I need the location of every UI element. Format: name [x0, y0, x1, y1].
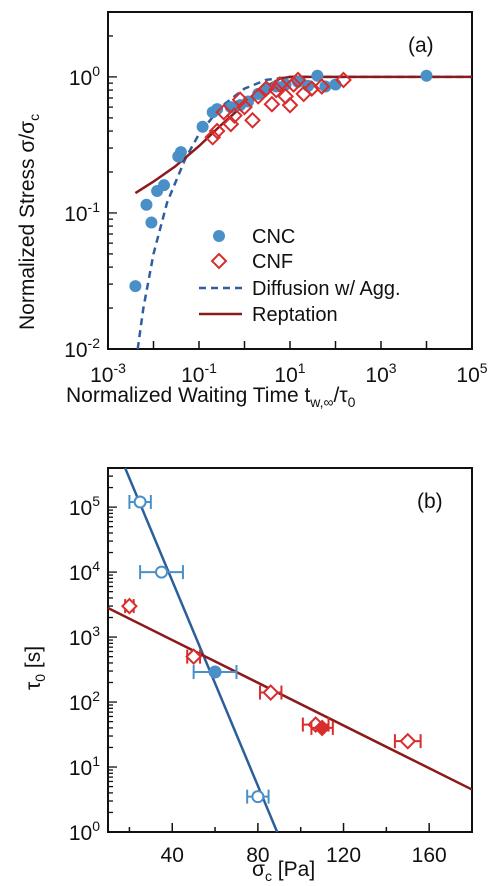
panel-label-a: (a): [408, 34, 434, 57]
cnf-point: [289, 71, 307, 89]
cnf-point: [120, 597, 138, 615]
b-ticks: 40 80 120 160 100 101 102 103 104 105: [69, 467, 473, 867]
cnc-point: [133, 495, 147, 509]
panel-label-b: (b): [417, 490, 443, 513]
cnf-point: [244, 111, 261, 129]
cnc-point: [211, 103, 224, 116]
cnc-point: [129, 280, 142, 293]
panel-b: 40 80 120 160 100 101 102 103 104 105 (b) σc [Pa]…: [22, 467, 473, 884]
b-x-tick-label: 80: [246, 844, 269, 867]
cnf-point: [208, 122, 226, 140]
cnf-point: [263, 95, 281, 113]
a-y-tick-label: 100: [69, 63, 100, 90]
b-xlabel: σc [Pa]: [252, 858, 315, 884]
cnf-point: [236, 98, 253, 116]
b-x-tick-label: 160: [412, 844, 447, 867]
cnc-point: [145, 216, 158, 229]
a-y-tick-label: 10-1: [64, 199, 100, 226]
cnf-point: [399, 732, 417, 750]
panel-a: 10-3 10-1 101 103 105 10-2 10-1 100 (a) CNC CNF…: [16, 11, 488, 410]
cnc-point: [311, 69, 324, 82]
cnc-point: [420, 69, 433, 82]
cnc-point: [251, 790, 265, 804]
cnc-point: [174, 146, 187, 159]
cnc-point: [208, 665, 222, 679]
cnc-fit-line: [123, 467, 279, 833]
a-x-tick-label: 105: [456, 360, 487, 387]
b-y-tick-label: 104: [69, 558, 100, 585]
cnf-fit-line: [107, 606, 473, 791]
a-points: [129, 69, 433, 293]
cnf-point: [285, 76, 303, 93]
a-xlabel: Normalized Waiting Time tw,∞/τ0: [66, 384, 356, 410]
cnf-point: [313, 719, 331, 737]
a-x-tick-label: 103: [365, 360, 396, 387]
a-x-tick-label: 101: [274, 360, 305, 387]
b-y-tick-label: 103: [69, 623, 100, 650]
b-x-tick-label: 120: [326, 844, 361, 867]
legend-cnc-label: CNC: [252, 226, 295, 248]
legend-cnf-label: CNF: [252, 251, 293, 273]
a-y-tick-label: 10-2: [64, 335, 100, 362]
cnf-point: [281, 96, 299, 114]
b-y-tick-label: 102: [69, 688, 100, 715]
cnf-point: [335, 71, 352, 89]
legend-diffusion-label: Diffusion w/ Agg.: [252, 278, 401, 300]
cnf-point: [225, 107, 243, 124]
plot-frame-b: [107, 467, 473, 833]
reptation-curve: [134, 75, 472, 195]
cnc-point: [157, 179, 170, 192]
diffusion-curve: [136, 75, 472, 350]
cnf-point: [249, 87, 267, 105]
cnf-point: [267, 81, 285, 99]
legend: CNC CNF Diffusion w/ Agg. Reptation: [199, 226, 401, 326]
a-x-tick-label: 10-1: [181, 360, 217, 387]
legend-cnf-marker: [210, 252, 228, 270]
cnc-point: [319, 80, 332, 93]
b-y-tick-label: 105: [69, 493, 100, 520]
legend-cnc-marker: [213, 230, 225, 242]
cnf-point: [215, 103, 233, 121]
cnf-point: [262, 684, 280, 701]
b-x-tick-label: 40: [161, 844, 184, 867]
cnf-point: [271, 76, 289, 93]
b-points: [120, 494, 422, 804]
a-ylabel: Normalized Stress σ/σc: [16, 114, 42, 330]
cnf-point: [185, 648, 203, 666]
cnf-point: [313, 78, 331, 95]
b-fits: [107, 467, 473, 833]
cnc-point: [196, 120, 209, 133]
legend-reptation-label: Reptation: [252, 304, 338, 326]
a-x-tick-label: 10-3: [90, 360, 126, 387]
b-y-tick-label: 101: [69, 753, 100, 780]
cnc-point: [155, 565, 169, 579]
cnf-point: [204, 128, 222, 146]
cnc-point: [140, 198, 153, 211]
a-ticks: 10-3 10-1 101 103 105 10-2 10-1 100: [64, 11, 488, 387]
cnf-point: [231, 91, 249, 109]
b-ylabel: τ0 [s]: [22, 646, 48, 690]
b-y-tick-label: 100: [69, 818, 100, 845]
cnf-point: [257, 80, 275, 98]
